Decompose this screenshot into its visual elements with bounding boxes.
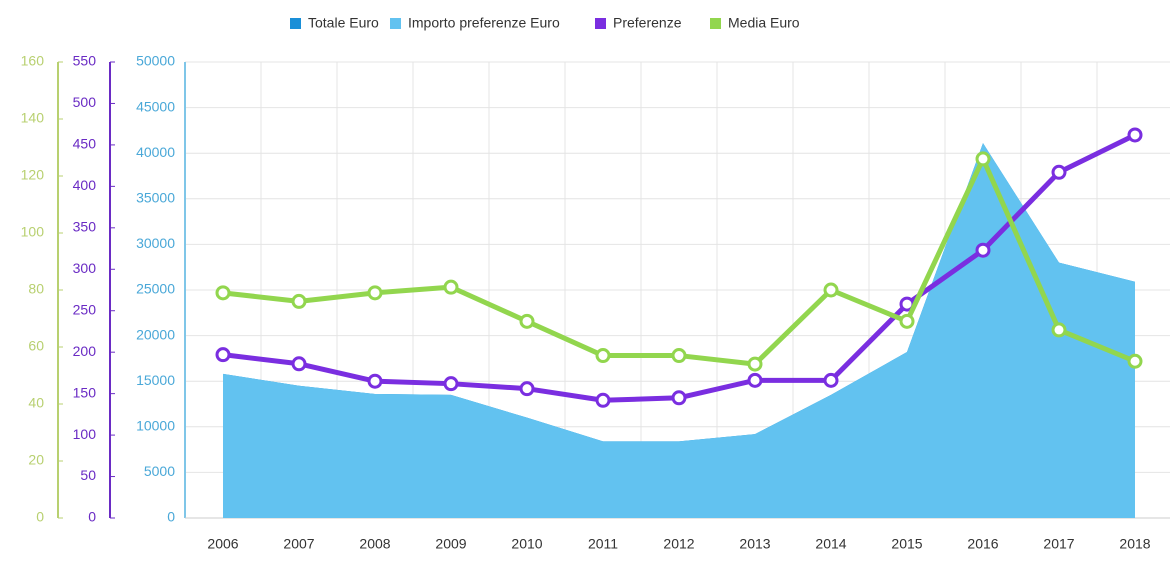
x-tick-label: 2013: [739, 536, 770, 552]
marker: [215, 285, 231, 301]
marker: [1127, 127, 1143, 143]
legend-swatch: [595, 18, 606, 29]
marker: [1051, 322, 1067, 338]
y-tick-label: 5000: [144, 463, 175, 479]
y-tick-label: 550: [73, 53, 97, 69]
y-tick-label: 15000: [136, 372, 175, 388]
legend-swatch: [710, 18, 721, 29]
area: [223, 143, 1135, 518]
legend-label: Media Euro: [728, 15, 800, 31]
y-tick-label: 100: [21, 224, 45, 240]
marker: [747, 372, 763, 388]
y-tick-label: 0: [88, 509, 96, 525]
y-tick-label: 50: [80, 467, 96, 483]
marker: [367, 285, 383, 301]
y-tick-label: 20000: [136, 326, 175, 342]
marker: [443, 279, 459, 295]
y-tick-label: 40: [28, 395, 44, 411]
x-tick-label: 2008: [359, 536, 390, 552]
y-tick-label: 10000: [136, 418, 175, 434]
marker: [291, 293, 307, 309]
marker: [1127, 353, 1143, 369]
marker: [519, 381, 535, 397]
y-tick-label: 80: [28, 281, 44, 297]
x-tick-label: 2007: [283, 536, 314, 552]
y-tick-label: 200: [73, 343, 97, 359]
y-tick-label: 350: [73, 219, 97, 235]
marker: [747, 356, 763, 372]
marker: [671, 348, 687, 364]
marker: [975, 151, 991, 167]
y-tick-label: 0: [36, 509, 44, 525]
y-tick-label: 0: [167, 509, 175, 525]
y-tick-label: 50000: [136, 53, 175, 69]
y-tick-label: 35000: [136, 190, 175, 206]
marker: [823, 282, 839, 298]
x-tick-label: 2015: [891, 536, 922, 552]
legend-label: Preferenze: [613, 15, 682, 31]
y-tick-label: 400: [73, 177, 97, 193]
y-tick-label: 150: [73, 384, 97, 400]
x-tick-label: 2009: [435, 536, 466, 552]
marker: [1051, 164, 1067, 180]
legend-label: Importo preferenze Euro: [408, 15, 560, 31]
y-tick-label: 25000: [136, 281, 175, 297]
marker: [519, 313, 535, 329]
x-tick-label: 2018: [1119, 536, 1150, 552]
legend-label: Totale Euro: [308, 15, 379, 31]
x-tick-label: 2010: [511, 536, 542, 552]
x-tick-label: 2016: [967, 536, 998, 552]
y-tick-label: 140: [21, 110, 45, 126]
y-tick-label: 40000: [136, 144, 175, 160]
marker: [443, 376, 459, 392]
y-tick-label: 60: [28, 338, 44, 354]
y-tick-label: 160: [21, 53, 45, 69]
y-tick-label: 20: [28, 452, 44, 468]
legend-swatch: [390, 18, 401, 29]
marker: [595, 348, 611, 364]
y-tick-label: 45000: [136, 98, 175, 114]
legend-swatch: [290, 18, 301, 29]
y-tick-label: 500: [73, 94, 97, 110]
y-tick-label: 300: [73, 260, 97, 276]
x-tick-label: 2012: [663, 536, 694, 552]
marker: [215, 347, 231, 363]
marker: [291, 356, 307, 372]
marker: [595, 392, 611, 408]
marker: [671, 390, 687, 406]
marker: [367, 373, 383, 389]
x-tick-label: 2006: [207, 536, 238, 552]
x-tick-label: 2014: [815, 536, 846, 552]
y-tick-label: 30000: [136, 235, 175, 251]
y-tick-label: 100: [73, 426, 97, 442]
y-tick-label: 450: [73, 136, 97, 152]
marker: [823, 372, 839, 388]
x-tick-label: 2011: [588, 536, 618, 552]
marker: [975, 242, 991, 258]
y-tick-label: 250: [73, 301, 97, 317]
y-tick-label: 120: [21, 167, 45, 183]
marker: [899, 313, 915, 329]
x-tick-label: 2017: [1043, 536, 1074, 552]
